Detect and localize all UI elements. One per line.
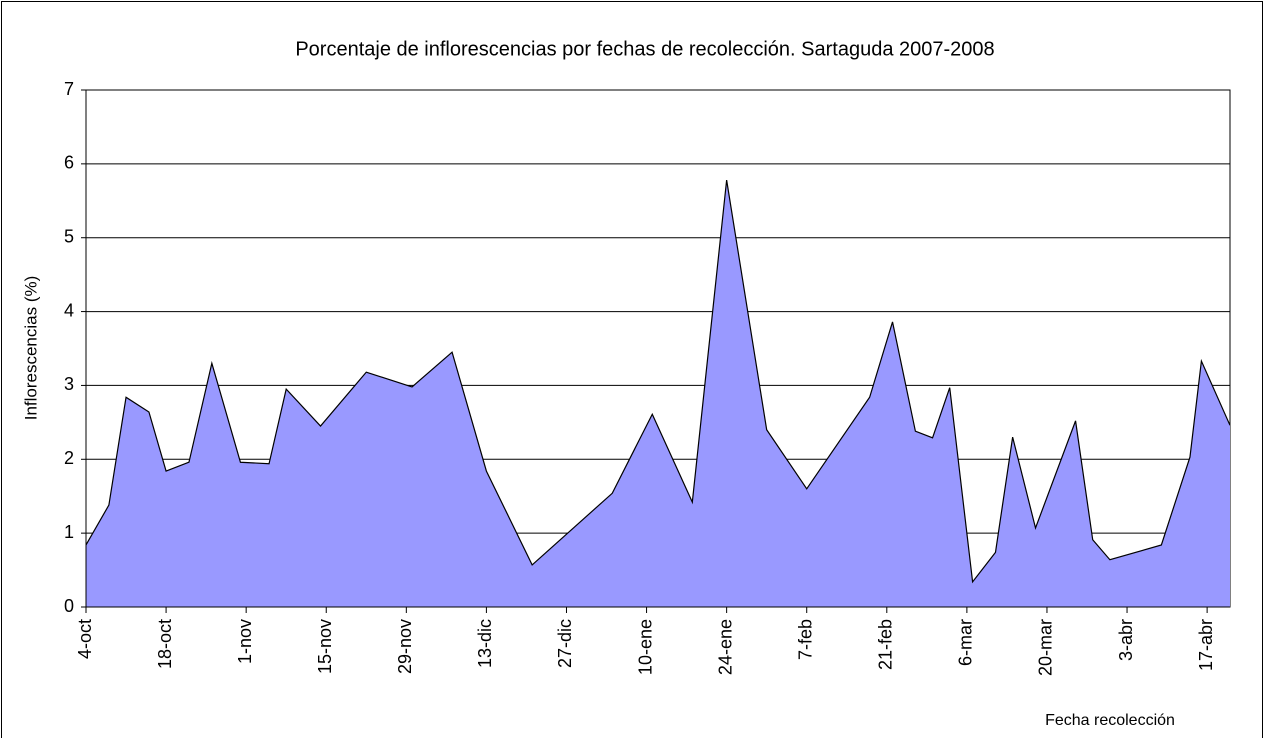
y-tick-label: 2 [64,448,74,468]
x-tick-label: 6-mar [956,619,976,666]
y-axis-label: Inflorescencias (%) [21,276,40,421]
x-tick-label: 4-oct [75,619,95,659]
y-tick-label: 0 [64,596,74,616]
x-tick-label: 24-ene [715,619,735,675]
x-tick-label: 29-nov [395,619,415,674]
x-tick-label: 18-oct [155,619,175,669]
chart-title: Porcentaje de inflorescencias por fechas… [295,38,994,60]
x-tick-label: 21-feb [876,619,896,670]
x-tick-label: 3-abr [1116,619,1136,661]
x-tick-label: 27-dic [555,619,575,668]
x-tick-label: 13-dic [475,619,495,668]
x-tick-label: 20-mar [1036,619,1056,676]
x-tick-label: 10-ene [635,619,655,675]
y-tick-label: 7 [64,79,74,99]
x-tick-label: 15-nov [315,619,335,674]
y-tick-label: 6 [64,153,74,173]
x-tick-label: 7-feb [795,619,815,660]
x-tick-label: 17-abr [1196,619,1216,671]
y-tick-label: 5 [64,226,74,246]
y-tick-label: 4 [64,300,74,320]
y-tick-label: 1 [64,522,74,542]
area [86,180,1230,607]
area-line [85,180,1231,584]
x-tick-label: 1-nov [235,619,255,664]
y-tick-label: 3 [64,374,74,394]
x-axis-label: Fecha recolección [1045,712,1175,729]
